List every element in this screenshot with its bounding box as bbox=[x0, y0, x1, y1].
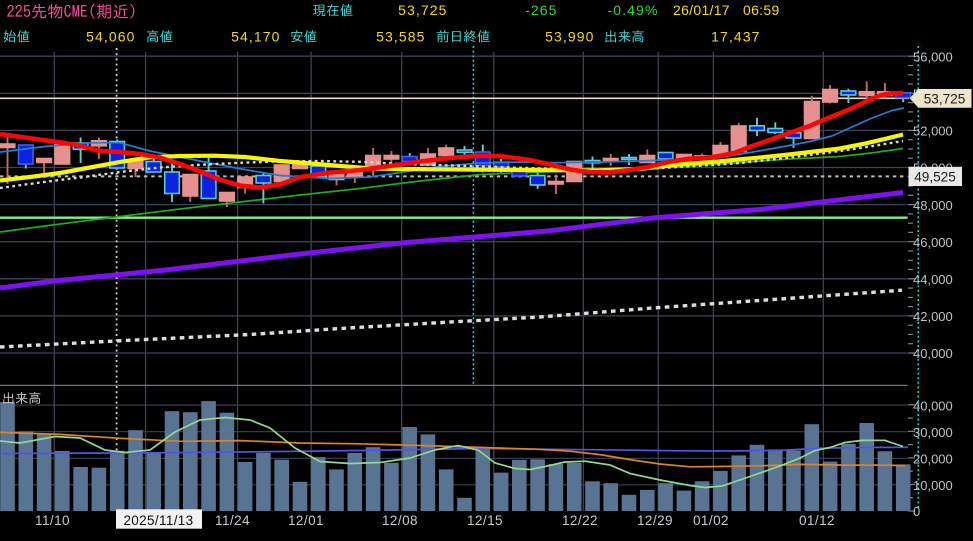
svg-text:2025/11/13: 2025/11/13 bbox=[123, 513, 193, 528]
svg-text:-265: -265 bbox=[525, 2, 557, 18]
svg-text:11/24: 11/24 bbox=[215, 513, 250, 528]
svg-text:49,525: 49,525 bbox=[914, 169, 956, 184]
svg-text:01/02: 01/02 bbox=[693, 513, 729, 528]
svg-text:52,000: 52,000 bbox=[913, 124, 953, 139]
svg-text:46,000: 46,000 bbox=[913, 235, 953, 250]
svg-text:12/29: 12/29 bbox=[637, 513, 673, 528]
svg-text:01/12: 01/12 bbox=[799, 513, 835, 528]
svg-text:12/22: 12/22 bbox=[562, 513, 598, 528]
svg-text:56,000: 56,000 bbox=[913, 49, 953, 64]
svg-text:40,000: 40,000 bbox=[913, 398, 953, 413]
svg-text:0: 0 bbox=[913, 504, 920, 519]
svg-text:53,725: 53,725 bbox=[924, 91, 966, 106]
svg-text:26/01/17: 26/01/17 bbox=[673, 2, 730, 18]
svg-text:53,725: 53,725 bbox=[398, 2, 447, 18]
svg-text:17,437: 17,437 bbox=[711, 29, 760, 45]
svg-text:12/01: 12/01 bbox=[288, 513, 324, 528]
svg-text:42,000: 42,000 bbox=[913, 309, 953, 324]
svg-text:40,000: 40,000 bbox=[913, 346, 953, 361]
svg-text:48,000: 48,000 bbox=[913, 198, 953, 213]
svg-text:54,060: 54,060 bbox=[86, 29, 135, 45]
svg-text:54,170: 54,170 bbox=[231, 29, 280, 45]
svg-text:06:59: 06:59 bbox=[743, 2, 780, 18]
svg-text:30,000: 30,000 bbox=[913, 425, 953, 440]
svg-text:-0.49%: -0.49% bbox=[608, 2, 659, 18]
svg-text:20,000: 20,000 bbox=[913, 452, 953, 467]
svg-text:10,000: 10,000 bbox=[913, 478, 953, 493]
svg-text:12/15: 12/15 bbox=[467, 513, 503, 528]
svg-text:12/08: 12/08 bbox=[382, 513, 418, 528]
svg-text:53,990: 53,990 bbox=[545, 29, 594, 45]
svg-text:44,000: 44,000 bbox=[913, 272, 953, 287]
svg-text:11/10: 11/10 bbox=[35, 513, 70, 528]
svg-text:53,585: 53,585 bbox=[376, 29, 425, 45]
